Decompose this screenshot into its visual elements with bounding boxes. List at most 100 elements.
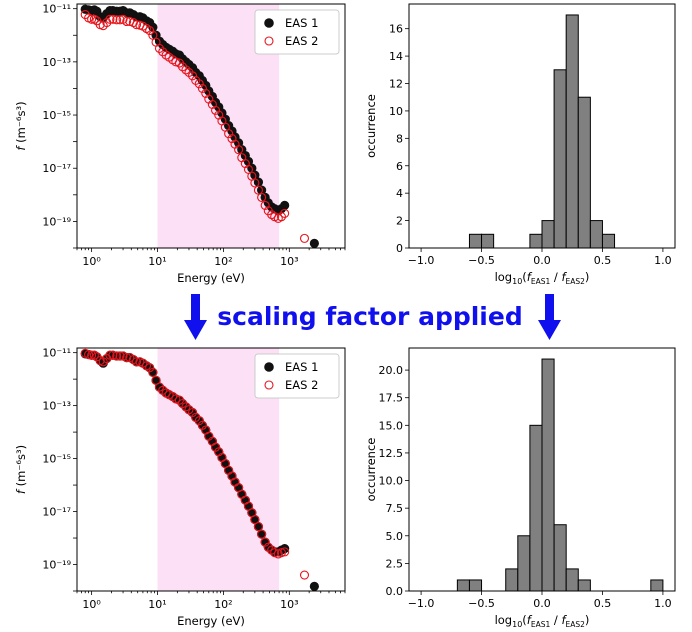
y-axis-label: occurrence bbox=[364, 94, 378, 158]
data-point-eas2 bbox=[154, 43, 165, 53]
x-axis-label-part: log bbox=[495, 613, 513, 627]
data-point-eas2 bbox=[122, 353, 132, 363]
scatter-panel-bottom: 10⁰ 10¹ 10² 10³ 10⁻¹¹ 10⁻¹³ 10⁻¹⁵ 10⁻¹⁷ 10⁻¹⁹ Ene… bbox=[14, 347, 346, 628]
histogram-bar bbox=[541, 358, 555, 592]
down-arrow-icon bbox=[184, 294, 207, 340]
data-point-eas2 bbox=[145, 363, 155, 373]
data-point-eas2 bbox=[267, 210, 277, 220]
y-tick-label: 7.5 bbox=[386, 502, 404, 515]
data-point-eas2 bbox=[187, 71, 198, 81]
y-tick-label: 8 bbox=[396, 132, 403, 145]
histogram-bar bbox=[529, 424, 543, 592]
y-tick-label: 20.0 bbox=[379, 364, 404, 377]
y-tick-label: 10⁻¹³ bbox=[42, 400, 71, 413]
y-axis-label-units: (m⁻⁶s³) bbox=[14, 101, 28, 146]
data-point-eas2 bbox=[108, 14, 118, 24]
data-point-eas2 bbox=[253, 522, 263, 532]
data-point-eas2 bbox=[257, 529, 267, 539]
x-tick-label: 0.5 bbox=[594, 597, 612, 610]
data-point-eas2 bbox=[174, 395, 184, 405]
legend-marker-eas1 bbox=[264, 362, 274, 372]
x-axis-label-part: f bbox=[561, 270, 567, 284]
histogram-bar bbox=[481, 233, 495, 249]
data-point-eas2 bbox=[276, 212, 287, 222]
data-point-eas2 bbox=[115, 351, 125, 361]
x-axis-label-part: ( bbox=[522, 270, 527, 284]
data-point-eas1 bbox=[280, 200, 290, 210]
x-tick-label: 0.5 bbox=[594, 254, 612, 267]
histogram-bar bbox=[553, 524, 567, 592]
x-axis-label-part: f bbox=[527, 613, 533, 627]
y-tick-label: 10.0 bbox=[379, 475, 404, 488]
data-point-eas2 bbox=[181, 402, 191, 412]
x-axis-label: log10(fEAS1 / fEAS2) bbox=[495, 270, 590, 286]
histogram-bar bbox=[565, 568, 579, 592]
x-tick-label: −1.0 bbox=[408, 597, 435, 610]
x-axis-label-part: / bbox=[550, 613, 561, 627]
banner-text: scaling factor applied bbox=[217, 302, 522, 331]
y-tick-label: 2.5 bbox=[386, 557, 404, 570]
legend-label-eas1: EAS 1 bbox=[285, 360, 318, 374]
y-tick-label: 10⁻¹³ bbox=[42, 56, 71, 69]
data-point-eas2 bbox=[211, 442, 221, 452]
data-point-eas2 bbox=[105, 14, 115, 24]
x-tick-label: 10¹ bbox=[148, 598, 166, 611]
y-tick-label: 10⁻¹⁵ bbox=[42, 109, 71, 122]
y-tick-label: 15.0 bbox=[379, 419, 404, 432]
y-tick-label: 6 bbox=[396, 160, 403, 173]
y-tick-label: 14 bbox=[389, 50, 403, 63]
histogram-bar bbox=[577, 96, 591, 249]
data-point-eas2 bbox=[87, 350, 97, 360]
histogram-bar bbox=[553, 69, 567, 249]
y-axis-label-units: (m⁻⁶s³) bbox=[14, 445, 28, 490]
data-point-eas2 bbox=[299, 570, 310, 580]
data-point-eas2 bbox=[280, 208, 290, 218]
x-axis-label-part: f bbox=[561, 613, 567, 627]
legend: EAS 1 EAS 2 bbox=[254, 353, 340, 399]
x-axis-label-part: 10 bbox=[512, 620, 522, 629]
data-point-eas1 bbox=[309, 238, 319, 248]
y-tick-label: 5.0 bbox=[386, 530, 404, 543]
x-tick-label: 10² bbox=[214, 598, 232, 611]
legend: EAS 1 EAS 2 bbox=[254, 9, 340, 55]
data-point-eas2 bbox=[108, 350, 118, 360]
data-point-eas2 bbox=[181, 65, 191, 75]
data-point-eas2 bbox=[178, 398, 188, 409]
data-point-eas2 bbox=[105, 350, 115, 360]
data-point-eas2 bbox=[253, 185, 263, 195]
histogram-bar bbox=[577, 579, 591, 592]
x-tick-label: 0.0 bbox=[533, 597, 551, 610]
legend-marker-eas2 bbox=[264, 36, 274, 46]
y-tick-label: 12.5 bbox=[379, 447, 404, 460]
axes-frame bbox=[76, 347, 346, 592]
x-tick-label: 10² bbox=[214, 255, 232, 268]
x-tick-label: 10³ bbox=[280, 255, 298, 268]
histogram-panel-top: −1.0 −0.5 0.0 0.5 1.00246810121416log10(fEAS… bbox=[364, 3, 676, 286]
data-point-eas2 bbox=[80, 10, 90, 20]
data-point-eas2 bbox=[197, 420, 207, 430]
y-tick-label: 10⁻¹⁹ bbox=[42, 215, 71, 228]
data-point-eas2 bbox=[112, 351, 122, 361]
x-axis-label-part: EAS1 bbox=[531, 620, 551, 629]
data-point-eas2 bbox=[122, 16, 132, 27]
data-point-eas2 bbox=[299, 233, 310, 243]
y-axis-label: f (m⁻⁶s³) bbox=[14, 101, 28, 150]
x-axis-label-part: ( bbox=[522, 613, 527, 627]
data-point-eas2 bbox=[145, 26, 155, 36]
x-tick-label: 10¹ bbox=[148, 255, 166, 268]
y-axis-label-symbol: f bbox=[14, 488, 28, 494]
histogram-bar bbox=[529, 233, 543, 249]
x-axis-label-part: 10 bbox=[512, 277, 522, 286]
y-tick-label: 2 bbox=[396, 215, 403, 228]
data-point-eas2 bbox=[115, 15, 125, 25]
data-point-eas2 bbox=[112, 15, 122, 25]
data-point-eas2 bbox=[148, 367, 158, 377]
data-point-eas2 bbox=[187, 407, 198, 418]
histogram-bar bbox=[468, 579, 483, 592]
banner: scaling factor applied bbox=[184, 294, 561, 340]
data-point-eas2 bbox=[234, 145, 244, 155]
legend-label-eas2: EAS 2 bbox=[285, 34, 318, 48]
data-point-eas2 bbox=[87, 14, 97, 24]
y-tick-label: 16 bbox=[389, 23, 403, 36]
